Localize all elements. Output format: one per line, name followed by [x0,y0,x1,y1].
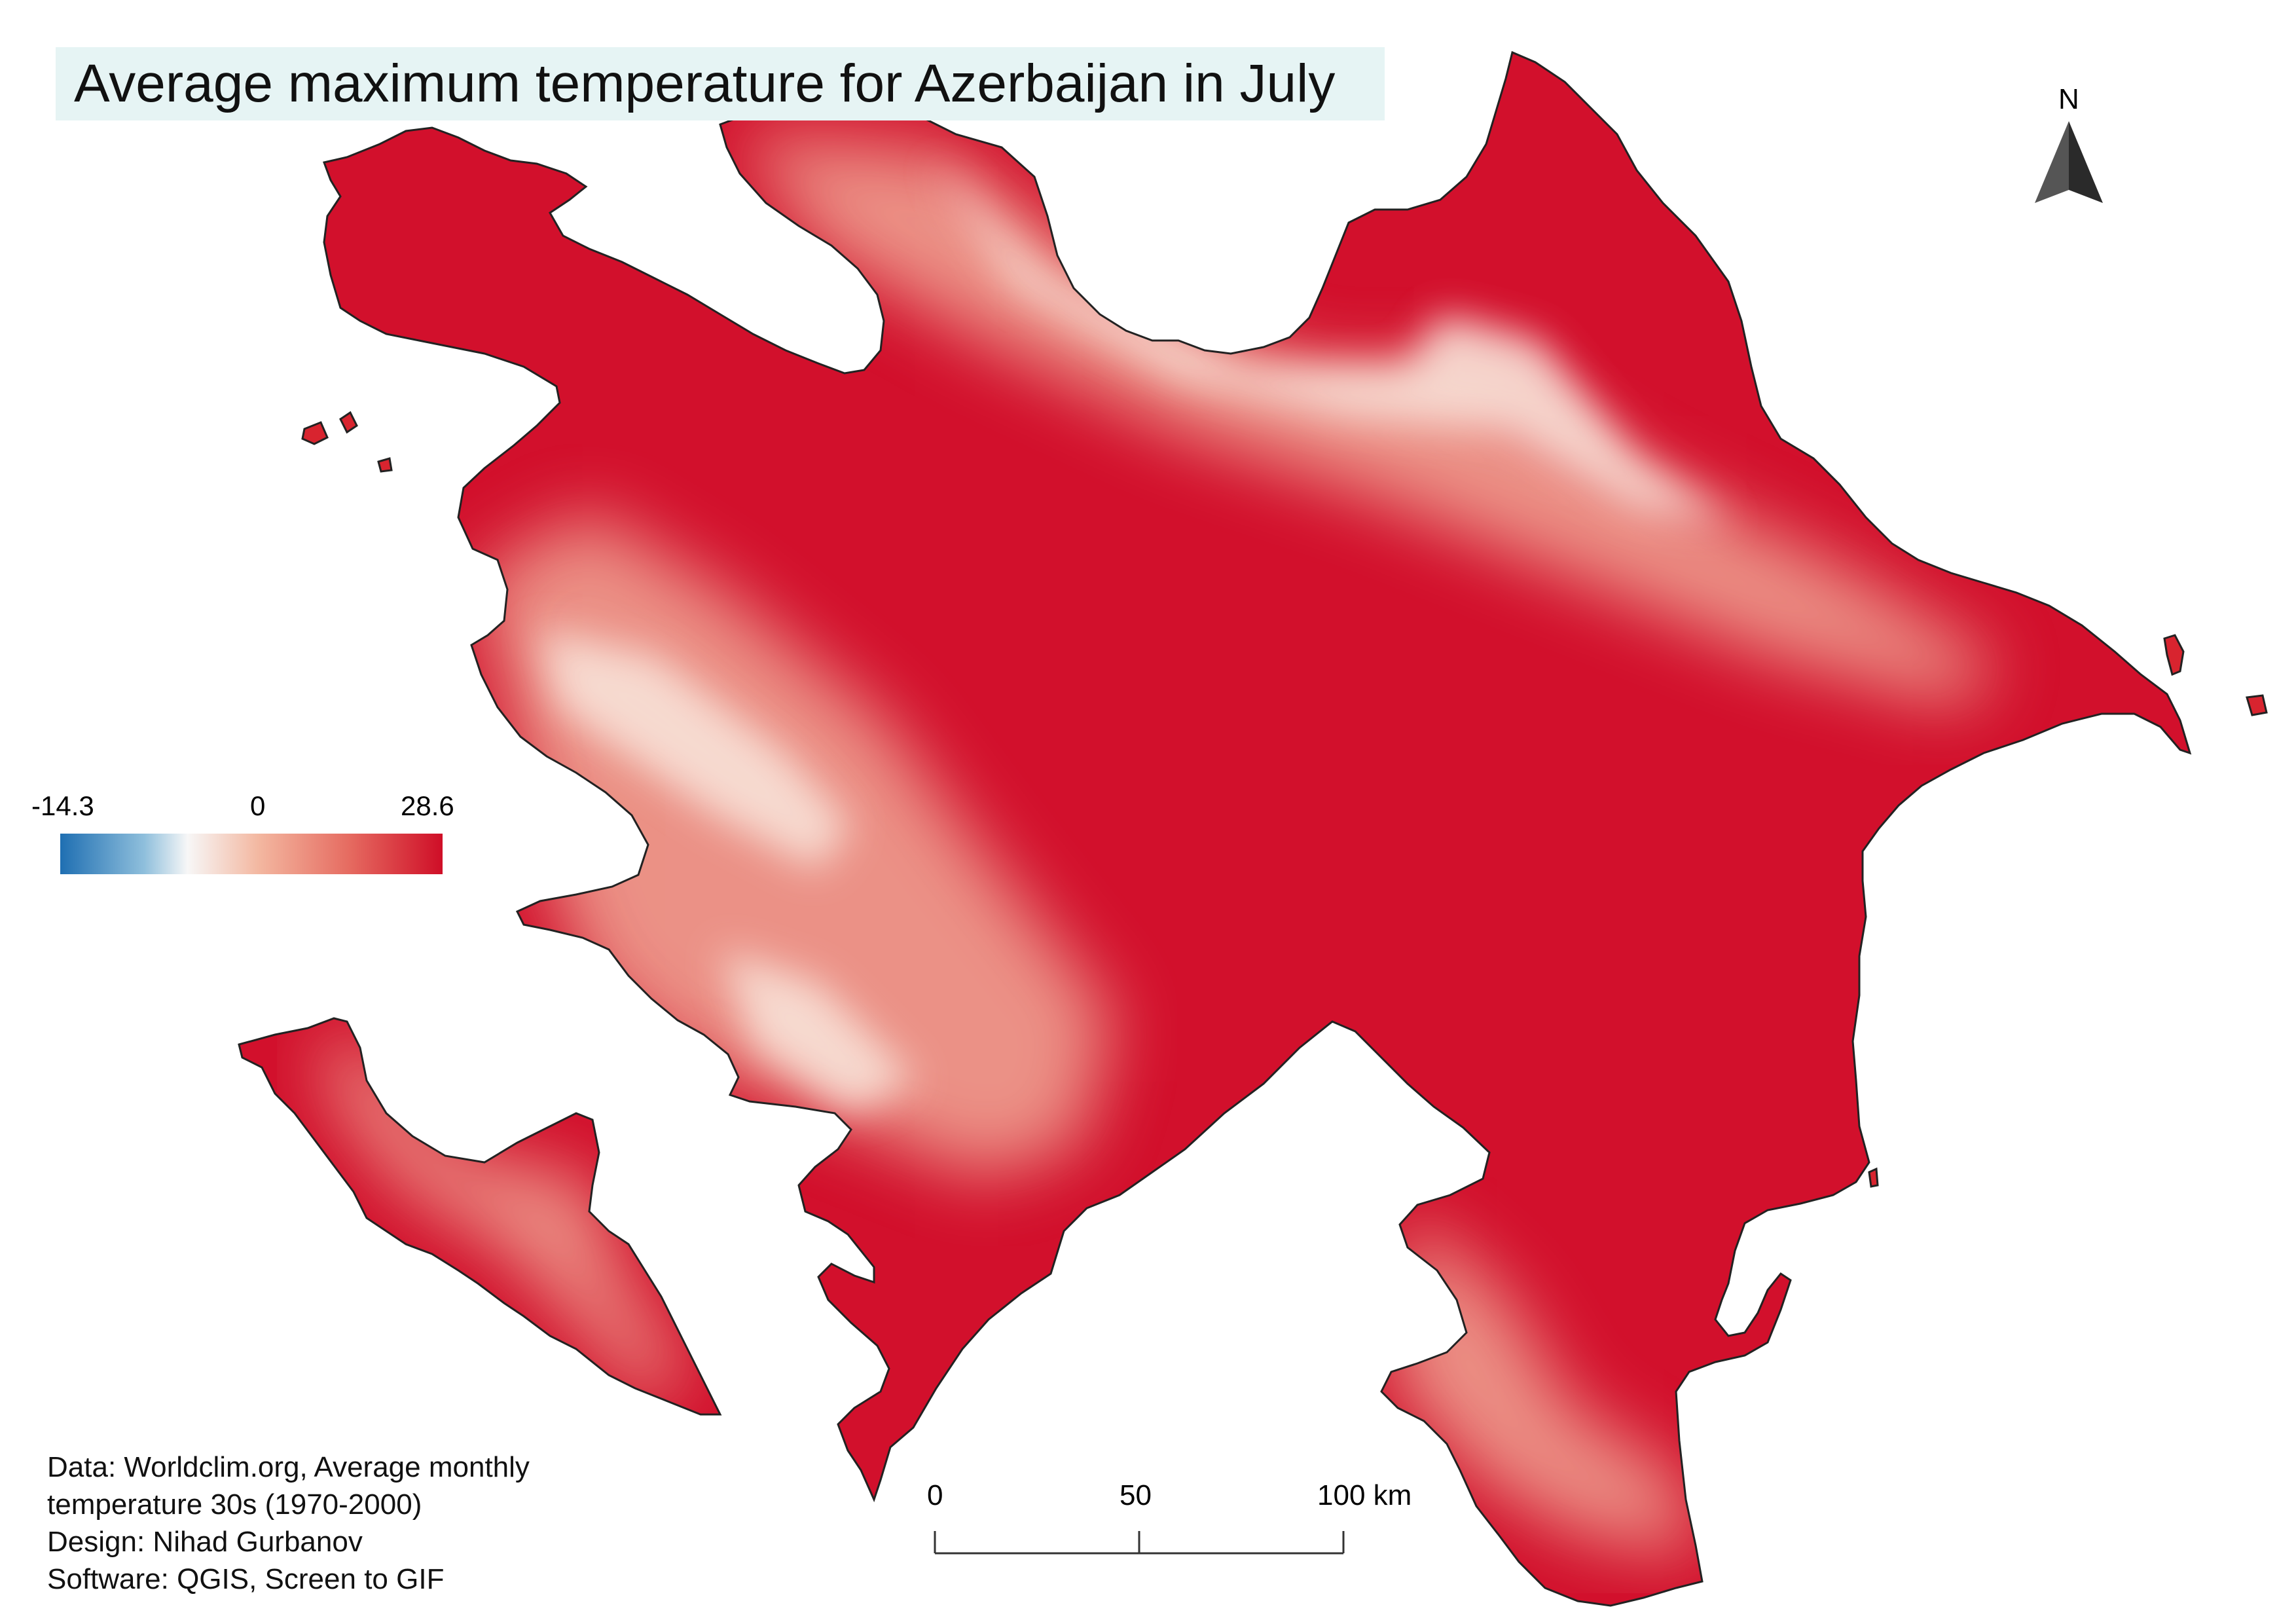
scale-label-50: 50 [1120,1479,1152,1511]
credit-line: Data: Worldclim.org, Average monthly [47,1451,530,1483]
greater-caucasus-peaks [930,157,1735,524]
north-arrow-graphic [2035,121,2103,203]
island-caspian-south [1868,1167,1879,1188]
enclave-west-2 [339,411,358,434]
legend-min-label: -14.3 [31,790,94,821]
lesser-caucasus-peaks [537,629,917,1113]
mountain-relief-layer [471,131,1997,1559]
legend-color-ramp [60,834,443,874]
map-title: Average maximum temperature for Azerbaij… [74,54,1336,113]
credit-line: temperature 30s (1970-2000) [47,1488,422,1521]
nakhchivan-outline [238,1017,722,1416]
island-absheron-2 [2246,694,2268,716]
island-absheron-1 [2163,634,2185,676]
scale-label-0: 0 [927,1479,943,1511]
legend-mid-label: 0 [250,790,266,821]
scale-bar: 0 50 100 km [923,1473,1421,1572]
enclave-west-3 [377,457,393,473]
temperature-legend: -14.3 0 28.6 [26,783,484,881]
main-territory-fill [324,52,2190,1606]
scale-bar-graphic [934,1531,1345,1555]
title-box: Average maximum temperature for Azerbaij… [56,47,1385,120]
credits-block: Data: Worldclim.org, Average monthly tem… [47,1449,530,1598]
main-territory-outline [322,50,2192,1607]
talysh-cool-zone [1388,1211,1702,1559]
nakhchivan-exclave [238,1017,722,1416]
legend-max-label: 28.6 [401,790,454,821]
credit-line: Software: QGIS, Screen to GIF [47,1563,445,1595]
enclave-west-1 [301,421,329,445]
credit-line: Design: Nihad Gurbanov [47,1526,363,1558]
small-islands [301,411,2268,1188]
main-territory [322,50,2192,1607]
north-label: N [2058,83,2079,115]
scale-label-100: 100 km [1317,1479,1412,1511]
north-arrow: N [2030,79,2108,216]
